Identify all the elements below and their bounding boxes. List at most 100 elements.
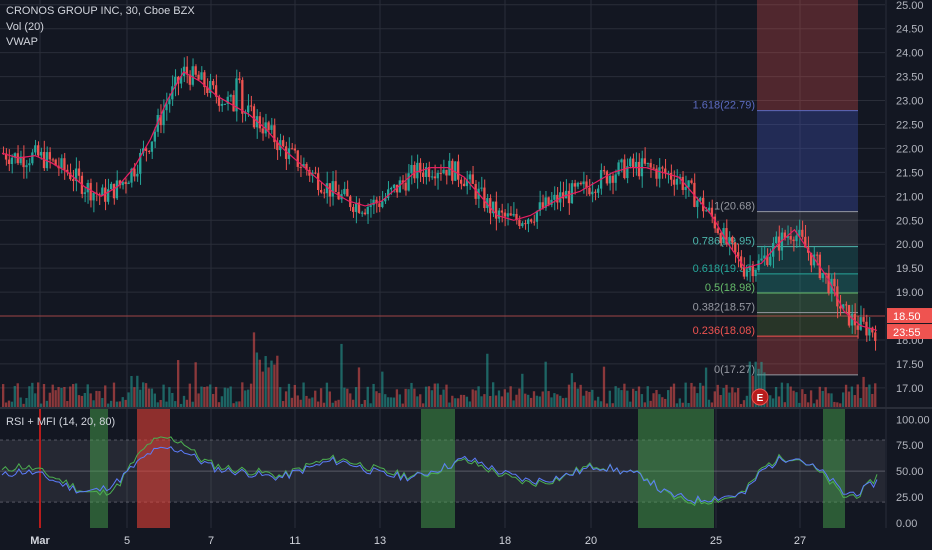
candle-body: [757, 260, 760, 271]
candle-body: [267, 122, 270, 130]
volume-bar: [200, 386, 203, 407]
candle-body: [142, 148, 145, 153]
volume-bar: [109, 400, 113, 407]
volume-bar: [547, 391, 550, 407]
volume-bar: [328, 391, 331, 407]
volume-bar: [188, 383, 191, 407]
volume-bar: [824, 387, 827, 407]
price-axis-tick: 23.00: [896, 96, 924, 108]
volume-bar: [777, 396, 781, 407]
volume-bar: [617, 388, 620, 407]
indicator-highlight-zone: [823, 409, 845, 528]
volume-bar: [710, 402, 714, 407]
candle-body: [827, 273, 830, 293]
volume-bar: [538, 396, 541, 407]
candle-body: [457, 161, 460, 180]
candle-body: [214, 85, 218, 97]
volume-bar: [518, 388, 521, 407]
candle-body: [474, 183, 477, 199]
candle-body: [139, 152, 142, 174]
candle-body: [270, 125, 273, 130]
volume-bar: [226, 388, 229, 407]
candle-body: [737, 252, 740, 257]
volume-bar: [177, 360, 180, 407]
volume-bar: [13, 385, 16, 407]
volume-bar: [579, 384, 582, 407]
price-axis-tick: 22.50: [896, 119, 924, 131]
candle-body: [594, 191, 597, 193]
volume-bar: [325, 382, 329, 407]
candle-body: [185, 66, 189, 75]
volume-bar: [16, 383, 19, 407]
candle-body: [168, 99, 171, 105]
indicator-highlight-zone: [638, 409, 714, 528]
candle-body: [713, 216, 716, 229]
candle-body: [357, 202, 361, 213]
volume-bar: [410, 382, 413, 407]
volume-bar: [807, 402, 810, 407]
candle-body: [232, 95, 235, 112]
volume-bar: [203, 387, 206, 407]
volume-bar: [343, 387, 346, 407]
candle-body: [264, 122, 267, 134]
volume-bar: [483, 394, 486, 407]
volume-bar: [302, 382, 305, 407]
volume-bar: [556, 394, 559, 407]
candle-body: [352, 207, 355, 212]
candle-body: [45, 152, 49, 169]
volume-bar: [713, 391, 716, 407]
candle-body: [871, 327, 874, 333]
volume-bar: [815, 399, 819, 407]
volume-bar: [389, 397, 393, 407]
candle-body: [774, 236, 778, 244]
volume-bar: [524, 393, 527, 407]
candle-body: [728, 236, 731, 244]
volume-bar: [529, 397, 533, 407]
volume-bar: [553, 393, 556, 407]
volume-bar: [54, 390, 57, 407]
volume-bar: [112, 382, 116, 407]
candle-body: [655, 168, 658, 179]
volume-bar: [588, 391, 591, 407]
candle-body: [346, 188, 349, 197]
volume-bar: [739, 403, 743, 407]
indicator-highlight-zone: [137, 409, 170, 528]
candle-body: [60, 158, 63, 169]
volume-bar: [381, 371, 384, 407]
volume-bar: [101, 398, 104, 407]
candle-body: [209, 81, 212, 94]
time-axis-tick: 27: [794, 535, 806, 547]
volume-bar: [439, 394, 442, 407]
candle-body: [518, 219, 521, 227]
volume-bar: [334, 400, 337, 407]
candle-body: [734, 242, 737, 253]
time-axis-tick: 11: [289, 535, 300, 547]
candle-body: [582, 181, 585, 185]
candle-body: [643, 158, 646, 164]
volume-bar: [457, 398, 460, 407]
volume-bar: [436, 383, 439, 407]
volume-bar: [212, 393, 215, 407]
candle-body: [69, 172, 72, 180]
candle-body: [515, 213, 518, 220]
candle-body: [862, 317, 865, 322]
volume-bar: [564, 397, 568, 407]
volume-bar: [130, 375, 133, 407]
candle-body: [547, 197, 550, 205]
volume-bar: [512, 400, 515, 407]
volume-bar: [783, 402, 786, 407]
candle-body: [503, 212, 506, 217]
candle-body: [133, 168, 136, 177]
candle-body: [844, 304, 848, 306]
volume-bar: [319, 388, 323, 407]
volume-bar: [632, 388, 635, 407]
candle-body: [354, 202, 358, 212]
candle-body: [556, 194, 559, 203]
candle-body: [153, 131, 156, 142]
indicator-legend: RSI + MFI (14, 20, 80): [6, 416, 116, 428]
volume-bar: [842, 392, 845, 407]
volume-bar: [821, 390, 824, 407]
volume-bar: [290, 397, 294, 407]
